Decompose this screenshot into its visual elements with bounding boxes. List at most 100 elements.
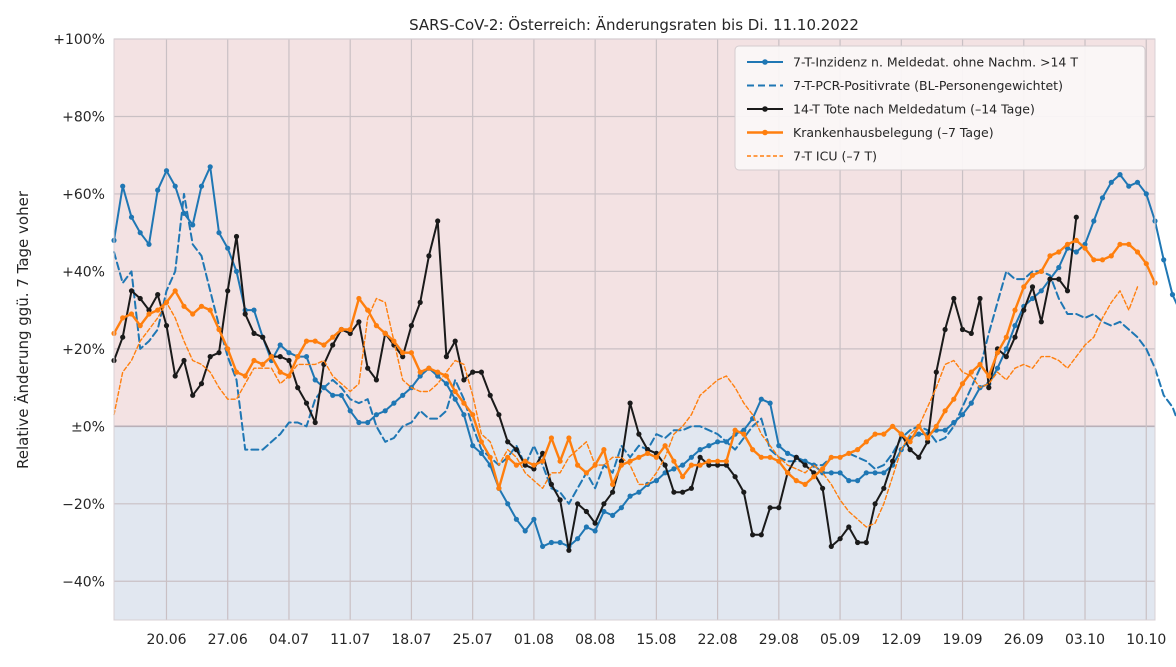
data-point (548, 539, 555, 546)
data-point (347, 408, 353, 414)
data-point (1169, 292, 1176, 298)
data-point (732, 474, 738, 480)
data-point (128, 311, 135, 317)
data-point (225, 288, 231, 294)
data-point (636, 431, 642, 437)
data-point (1134, 249, 1141, 255)
data-point (513, 447, 520, 453)
data-point (312, 419, 318, 426)
data-point (610, 512, 616, 519)
data-point (566, 435, 572, 441)
data-point (303, 338, 310, 344)
data-point (767, 505, 773, 511)
data-point (207, 164, 213, 170)
chart-title: SARS-CoV-2: Österreich: Änderungsraten b… (409, 15, 859, 34)
data-point (846, 524, 852, 530)
data-point (373, 412, 379, 418)
data-point (1161, 257, 1167, 263)
data-point (1029, 284, 1036, 290)
data-point (575, 462, 581, 468)
data-point (793, 478, 799, 484)
data-point (1021, 284, 1027, 290)
data-point (662, 443, 668, 449)
data-point (715, 458, 721, 464)
data-point (741, 431, 747, 437)
data-point (942, 427, 948, 433)
legend-label: 7-T-PCR-Positivrate (BL-Personengewichte… (793, 78, 1063, 93)
x-tick-label: 19.09 (942, 632, 982, 648)
data-point (986, 385, 992, 391)
data-point (671, 458, 677, 464)
data-point (146, 307, 152, 313)
data-point (356, 319, 362, 325)
data-point (697, 462, 703, 468)
legend-marker (762, 59, 768, 65)
data-point (496, 412, 502, 418)
data-point (251, 307, 257, 313)
data-point (627, 400, 633, 406)
data-point (1056, 264, 1062, 271)
data-point (881, 431, 887, 437)
data-point (286, 357, 292, 364)
data-point (163, 168, 170, 174)
legend-entry: 7-T-Inzidenz n. Meldedat. ohne Nachm. >1… (747, 55, 1078, 70)
data-point (505, 454, 511, 460)
plot-frame (113, 38, 1156, 621)
data-point (146, 241, 152, 247)
data-point (557, 497, 563, 503)
data-point (1021, 307, 1027, 313)
data-point (155, 307, 161, 313)
data-point (846, 450, 852, 456)
series-4 (113, 286, 1139, 528)
data-point (688, 454, 695, 460)
data-point (968, 400, 974, 406)
data-point (137, 230, 143, 236)
data-point (776, 443, 782, 449)
data-point (417, 369, 423, 375)
data-point (137, 323, 143, 329)
data-point (618, 462, 625, 468)
x-tick-label: 05.09 (820, 632, 860, 648)
data-point (277, 354, 283, 360)
data-point (715, 462, 721, 468)
data-point (531, 516, 537, 522)
data-point (566, 547, 572, 553)
data-point (268, 354, 275, 360)
data-point (872, 501, 878, 507)
data-point (487, 454, 493, 460)
data-point (128, 288, 135, 294)
data-point (1082, 245, 1088, 251)
data-point (163, 323, 170, 329)
data-point (522, 528, 528, 534)
data-point (382, 330, 388, 336)
data-point (1117, 172, 1123, 178)
data-point (653, 478, 660, 484)
data-point (636, 489, 642, 495)
data-point (750, 532, 756, 538)
data-point (1091, 257, 1097, 263)
x-tick-label: 04.07 (269, 632, 309, 648)
legend-entry: 14-T Tote nach Meldedatum (–14 Tage) (747, 102, 1035, 117)
series-line (113, 286, 1139, 528)
data-point (890, 423, 896, 429)
data-point (767, 454, 773, 460)
data-point (1003, 334, 1009, 340)
data-point (680, 474, 686, 480)
x-tick-label: 01.08 (514, 632, 554, 648)
y-tick-label: +20% (62, 342, 105, 358)
data-point (1056, 249, 1062, 255)
data-point (513, 516, 520, 522)
data-point (321, 342, 327, 348)
data-point (417, 299, 423, 305)
data-point (470, 443, 476, 449)
data-point (347, 330, 353, 336)
data-point (601, 501, 607, 507)
legend-label: 14-T Tote nach Meldedatum (–14 Tage) (793, 102, 1035, 117)
data-point (435, 218, 441, 224)
data-point (303, 354, 310, 360)
data-point (365, 307, 371, 313)
data-point (697, 454, 703, 460)
data-point (715, 439, 721, 445)
data-point (356, 295, 362, 302)
